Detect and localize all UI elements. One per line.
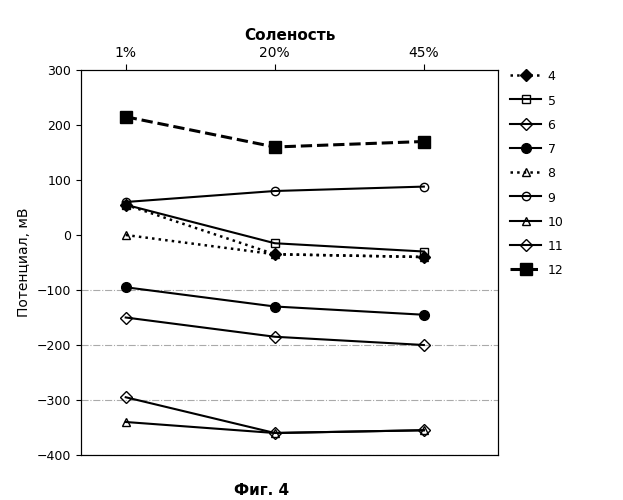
Text: Фиг. 4: Фиг. 4 xyxy=(234,483,289,498)
6 xyxy=(122,314,130,320)
Line: 7: 7 xyxy=(121,282,429,320)
5 xyxy=(122,202,130,208)
6 xyxy=(420,342,427,348)
Line: 12: 12 xyxy=(120,111,429,152)
Line: 6: 6 xyxy=(121,314,428,349)
Line: 11: 11 xyxy=(121,393,428,437)
9 xyxy=(420,184,427,190)
Legend: 4, 5, 6, 7, 8, 9, 10, 11, 12: 4, 5, 6, 7, 8, 9, 10, 11, 12 xyxy=(509,68,564,278)
Line: 4: 4 xyxy=(121,200,428,261)
10 xyxy=(122,419,130,425)
9 xyxy=(122,199,130,205)
Line: 5: 5 xyxy=(121,200,428,256)
5 xyxy=(420,248,427,254)
Line: 8: 8 xyxy=(121,231,428,261)
11 xyxy=(271,430,278,436)
10 xyxy=(271,430,278,436)
8 xyxy=(122,232,130,238)
7 xyxy=(271,304,278,310)
5 xyxy=(271,240,278,246)
7 xyxy=(122,284,130,290)
11 xyxy=(122,394,130,400)
10 xyxy=(420,427,427,433)
12 xyxy=(271,144,278,150)
4 xyxy=(271,251,278,257)
X-axis label: Соленость: Соленость xyxy=(244,28,335,43)
8 xyxy=(420,254,427,260)
12 xyxy=(420,138,427,144)
7 xyxy=(420,312,427,318)
8 xyxy=(271,251,278,257)
11 xyxy=(420,427,427,433)
4 xyxy=(122,202,130,208)
Line: 9: 9 xyxy=(121,182,428,206)
4 xyxy=(420,254,427,260)
Y-axis label: Потенциал, мВ: Потенциал, мВ xyxy=(17,208,31,318)
Line: 10: 10 xyxy=(121,418,428,437)
6 xyxy=(271,334,278,340)
9 xyxy=(271,188,278,194)
12 xyxy=(122,114,130,119)
